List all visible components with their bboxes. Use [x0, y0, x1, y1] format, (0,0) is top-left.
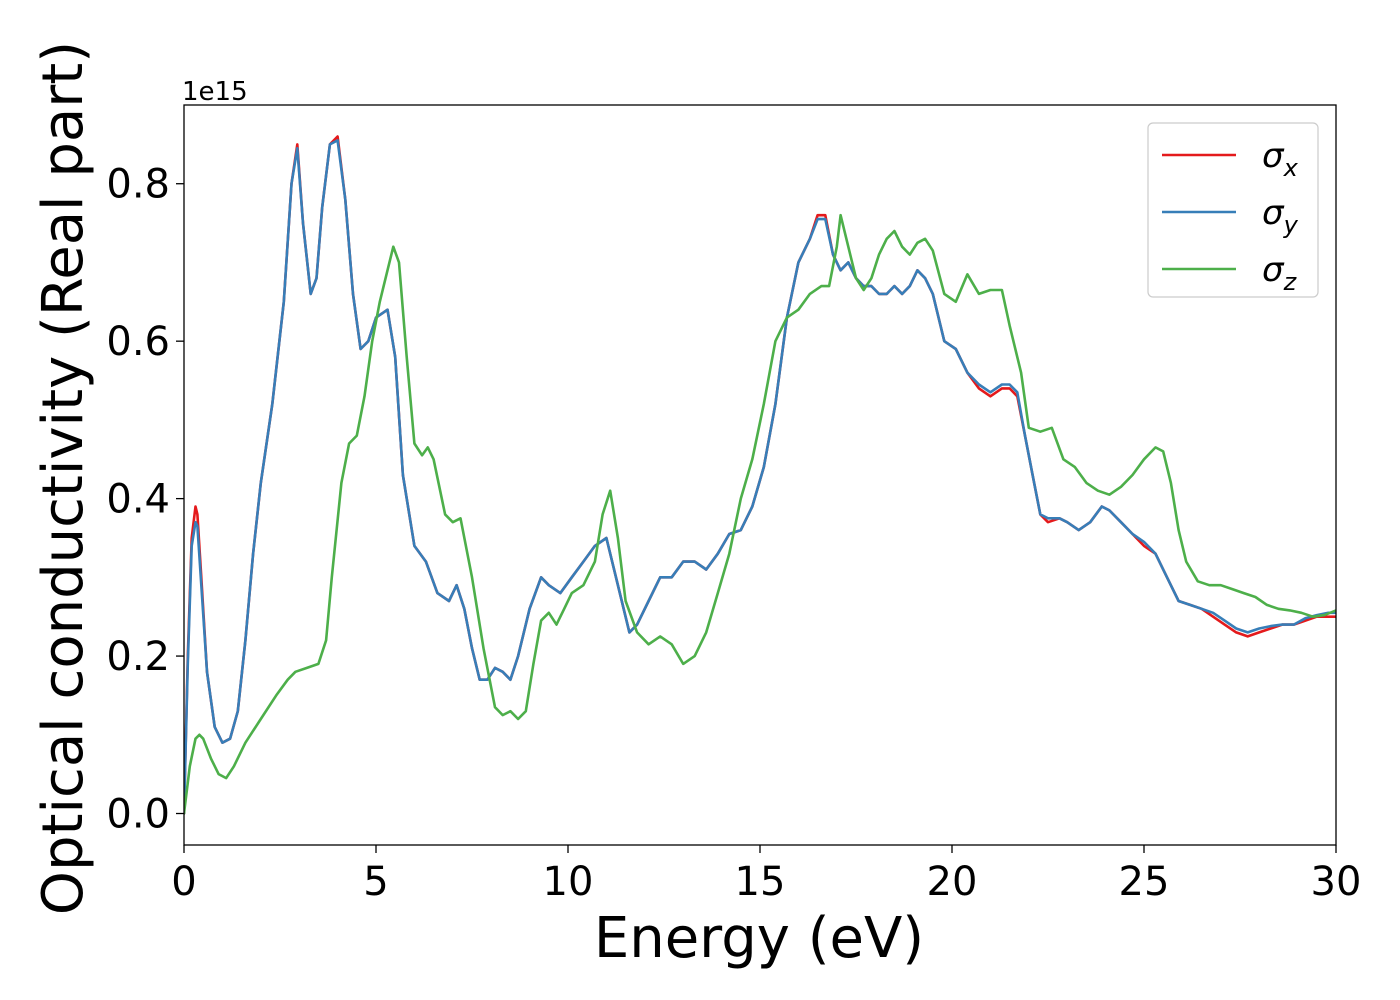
legend-label-x: σx — [1262, 136, 1299, 182]
legend-label-z: σz — [1262, 250, 1298, 296]
x-tick-label: 30 — [1311, 859, 1362, 905]
x-tick-label: 15 — [735, 859, 786, 905]
series-line-y — [184, 139, 1336, 815]
x-tick-label: 10 — [543, 859, 594, 905]
y-tick-label: 0.4 — [106, 477, 170, 523]
y-tick-label: 0.8 — [106, 162, 170, 208]
series-lines — [184, 135, 1336, 815]
y-tick-label: 0.0 — [106, 792, 170, 838]
x-tick-label: 5 — [363, 859, 388, 905]
legend-label-y: σy — [1262, 193, 1299, 239]
x-tick-label: 25 — [1119, 859, 1170, 905]
y-tick-label: 0.6 — [106, 319, 170, 365]
y-offset-text: 1e15 — [182, 77, 248, 107]
x-tick-label: 0 — [171, 859, 196, 905]
legend: σx σy σz — [1147, 122, 1319, 298]
plot-background — [184, 105, 1336, 845]
plot-area — [183, 104, 1337, 846]
x-tick-label: 20 — [927, 859, 978, 905]
y-tick-label: 0.2 — [106, 634, 170, 680]
x-axis-ticks: 0 5 10 15 20 25 30 — [171, 845, 1361, 905]
y-axis-title: Optical conductivity (Real part) — [31, 41, 96, 915]
y-axis-ticks: 0.0 0.2 0.4 0.6 0.8 — [106, 162, 184, 838]
x-axis-title: Energy (eV) — [594, 906, 924, 971]
series-line-z — [184, 213, 1336, 815]
legend-frame — [1147, 122, 1319, 298]
